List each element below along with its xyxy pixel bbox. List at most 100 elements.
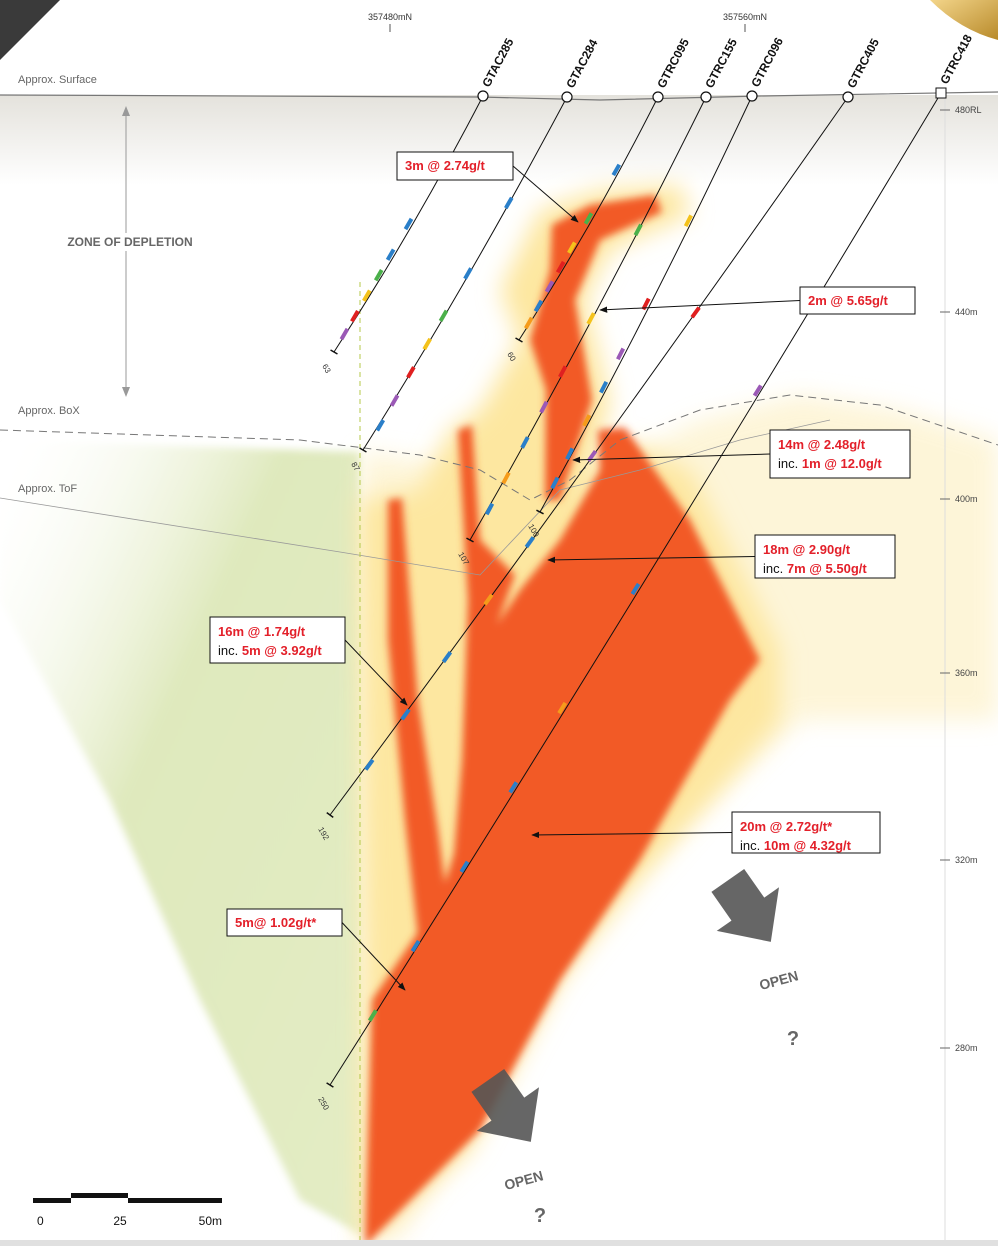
assay-segment: [373, 269, 384, 282]
intercept-label: 14m @ 2.48g/t: [778, 437, 866, 452]
scale-seg: [128, 1198, 222, 1203]
inc-prefix: inc.: [763, 561, 783, 576]
intercept-main: 3m @ 2.74g/t: [405, 158, 486, 173]
assay-segment: [641, 297, 651, 311]
surface-label: Approx. Surface: [18, 74, 97, 86]
tof-label: Approx. ToF: [18, 483, 77, 495]
intercept-label: 16m @ 1.74g/t: [218, 624, 306, 639]
assay-segment: [410, 939, 421, 953]
assay-segment: [385, 248, 396, 261]
intercept-arrow: [344, 639, 408, 706]
assay-segment: [567, 241, 577, 254]
intercept-arrow: [547, 556, 756, 564]
assay-segment: [524, 316, 534, 330]
intercept-label: 2m @ 5.65g/t: [808, 293, 889, 308]
rl-label: 480RL: [955, 105, 982, 115]
intercept-arrow: [599, 300, 801, 313]
depletion-label-bg: [55, 233, 205, 251]
assay-segment: [683, 214, 693, 228]
intercept-main: 14m @ 2.48g/t: [778, 437, 866, 452]
intercept-inc: inc. 5m @ 3.92g/t: [218, 643, 322, 658]
surface-line: [0, 91, 998, 101]
assay-segment: [438, 309, 449, 323]
assay-segment: [400, 708, 411, 721]
intercept-arrow: [512, 165, 579, 223]
rl-label: 280m: [955, 1043, 978, 1053]
assay-segment: [406, 366, 416, 379]
assay-segment: [565, 447, 575, 461]
intercept-arrow: [572, 453, 771, 463]
assay-segment: [583, 212, 594, 225]
assay-segment: [524, 536, 535, 549]
intercept-main: 5m@ 1.02g/t*: [235, 915, 317, 930]
inc-prefix: inc.: [778, 456, 798, 471]
assay-segment: [463, 267, 473, 280]
collar-marker: [477, 90, 489, 102]
assay-segment: [690, 306, 701, 319]
hole-end: [466, 537, 474, 543]
question-mark: ?: [534, 1205, 546, 1227]
assay-segment: [339, 327, 350, 341]
scale-seg: [33, 1198, 71, 1203]
intercept-main: 20m @ 2.72g/t*: [740, 819, 833, 834]
grid-label: 357560mN: [723, 12, 767, 22]
intercept-box: [731, 811, 881, 854]
intercept-box: [754, 534, 896, 579]
assay-segment: [484, 502, 495, 516]
intercept-label: 18m @ 2.90g/t: [763, 542, 851, 557]
intercept-main: 2m @ 5.65g/t: [808, 293, 889, 308]
assay-segment: [483, 593, 494, 606]
assay-segment: [557, 701, 568, 715]
inc-prefix: inc.: [218, 643, 238, 658]
assay-segment: [539, 400, 549, 414]
assay-segment: [550, 476, 560, 490]
assay-segment: [520, 436, 530, 449]
hole-end: [326, 812, 334, 818]
collar-marker: [561, 91, 573, 103]
intercept-label: 3m @ 2.74g/t: [405, 158, 486, 173]
zone-label: ZONE OF DEPLETION: [67, 235, 192, 249]
assay-segment: [375, 419, 386, 432]
hole-end: [515, 337, 523, 343]
assay-segment: [555, 260, 566, 274]
assay-segment: [501, 471, 511, 485]
rl-label: 440m: [955, 307, 978, 317]
assay-segment: [586, 312, 596, 325]
open-arrow: [711, 868, 779, 942]
grid-label: 357480mN: [368, 12, 412, 22]
assay-segment: [350, 309, 360, 323]
assay-segment: [362, 289, 372, 302]
inc-value: 10m @ 4.32g/t: [764, 838, 852, 853]
intercept-box: [396, 151, 514, 181]
scale-label: 0: [37, 1214, 44, 1228]
box-line: [0, 394, 998, 501]
intercept-inc: inc. 7m @ 5.50g/t: [763, 561, 867, 576]
hole-end: [326, 1082, 334, 1088]
box-label: Approx. BoX: [18, 405, 80, 417]
inc-value: 1m @ 12.0g/t: [802, 456, 883, 471]
question-mark: ?: [787, 1028, 799, 1050]
intercept-main: 16m @ 1.74g/t: [218, 624, 306, 639]
bottom-border: [0, 1240, 998, 1246]
collar-marker: [842, 91, 854, 103]
inc-value: 7m @ 5.50g/t: [787, 561, 868, 576]
assay-segment: [533, 299, 544, 313]
corner-gold: [930, 0, 998, 40]
assay-segment: [364, 758, 375, 771]
scale-seg: [71, 1193, 128, 1198]
open-arrow: [471, 1068, 539, 1142]
intercept-inc: inc. 10m @ 4.32g/t: [740, 838, 852, 853]
assay-segment: [599, 380, 609, 394]
intercept-arrow: [531, 831, 733, 839]
rl-label: 360m: [955, 668, 978, 678]
tof-line: [0, 419, 831, 576]
assay-segment: [630, 582, 641, 596]
assay-segment: [633, 223, 643, 237]
hole-end: [330, 349, 338, 355]
hole-end: [536, 509, 544, 515]
collar-marker: [935, 87, 947, 99]
corner-dark: [0, 0, 60, 60]
intercept-main: 18m @ 2.90g/t: [763, 542, 851, 557]
assay-segment: [508, 781, 519, 794]
